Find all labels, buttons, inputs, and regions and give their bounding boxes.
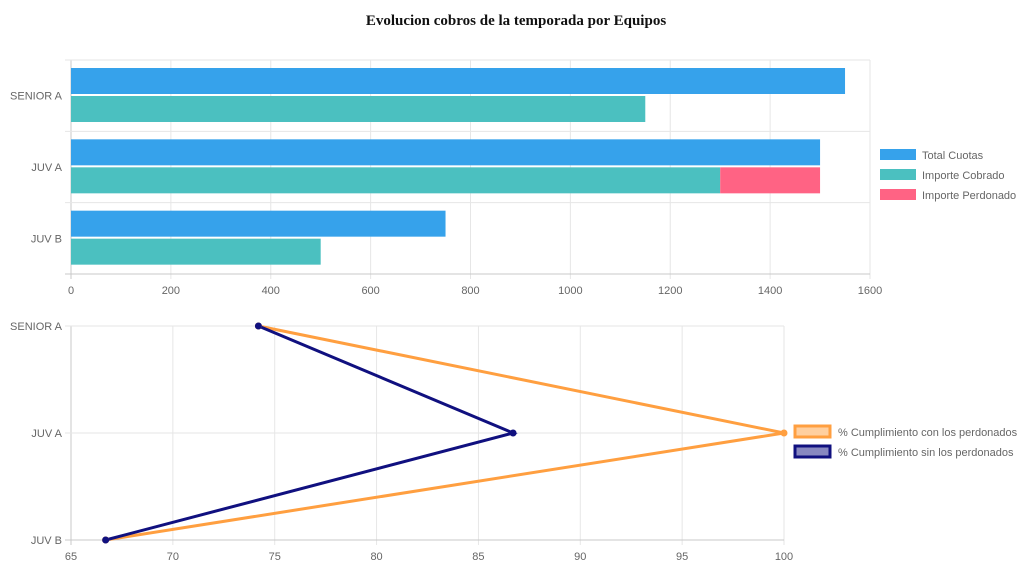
bar-importe-cobrado [71,96,646,122]
legend-label: % Cumplimiento con los perdonados [838,427,1018,439]
bar-total-cuotas [71,68,846,94]
x-tick-label: 1200 [658,285,682,297]
x-tick-label: 1400 [758,285,782,297]
legend-swatch [793,424,832,439]
x-tick-label: 70 [167,551,179,563]
legend-label: Total Cuotas [922,150,984,162]
line-point [102,536,110,544]
legend-label: % Cumplimiento sin los perdonados [838,447,1014,459]
x-tick-label: 100 [775,551,793,563]
line-point [254,322,262,330]
chart-title: Evolucion cobros de la temporada por Equ… [365,13,667,29]
line-point [509,429,517,437]
x-tick-label: 80 [370,551,382,563]
x-tick-label: 200 [162,285,180,297]
x-tick-label: 95 [676,551,688,563]
x-tick-label: 65 [65,551,77,563]
x-tick-label: 1600 [858,285,882,297]
y-tick-label: JUV A [31,162,62,174]
legend-swatch [880,149,916,160]
bar-importe-cobrado [71,238,321,265]
bar-importe-cobrado [71,167,721,194]
legend-label: Importe Perdonado [922,190,1016,202]
y-tick-label: SENIOR A [10,321,63,333]
x-tick-label: 90 [574,551,586,563]
x-tick-label: 800 [461,285,479,297]
x-tick-label: 600 [361,285,379,297]
legend-swatch [793,444,832,459]
y-tick-label: JUV B [31,233,62,245]
x-tick-label: 85 [472,551,484,563]
legend-swatch [880,189,916,200]
bar-total-cuotas [71,210,446,237]
y-tick-label: SENIOR A [10,91,63,103]
x-tick-label: 400 [262,285,280,297]
legend-label: Importe Cobrado [922,170,1005,182]
bar-chart: 0 200 400 600 800 1000 1200 1400 1600 SENIOR A JUV… [10,59,1016,297]
line-chart: 65 70 75 80 85 90 95 100 SENIOR A JUV A JUV B % Cum… [10,321,1018,563]
x-tick-label: 75 [269,551,281,563]
y-tick-label: JUV B [31,535,62,547]
x-tick-label: 1000 [558,285,582,297]
y-tick-label: JUV A [31,428,62,440]
x-tick-label: 0 [68,285,74,297]
bar-total-cuotas [71,139,821,166]
bar-importe-perdonado [720,167,821,194]
legend-swatch [880,169,916,180]
line-point [780,429,788,437]
